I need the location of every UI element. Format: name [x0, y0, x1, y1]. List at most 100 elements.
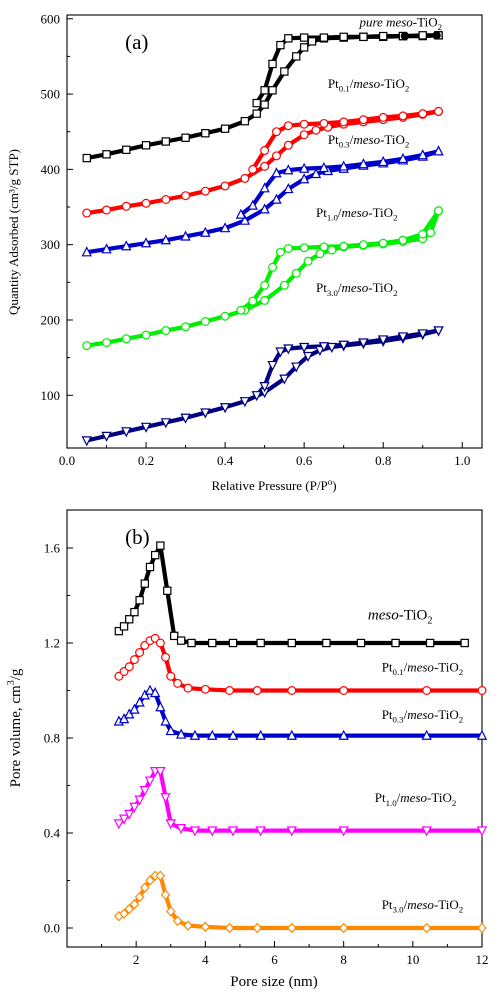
panel-label: (b) [125, 525, 150, 549]
data-point [378, 112, 388, 122]
data-point [311, 125, 321, 135]
data-point [200, 316, 210, 326]
x-tick-label: 0.8 [375, 453, 391, 468]
y-tick-label: 0.8 [44, 731, 60, 746]
data-point [200, 684, 210, 694]
data-point [476, 729, 488, 740]
data-point [224, 922, 235, 934]
data-point [286, 729, 297, 740]
y-tick-label: 1.2 [44, 636, 60, 651]
data-point [141, 141, 151, 150]
data-point [292, 52, 301, 61]
series-label: Pt0.1/meso-TiO2 [328, 76, 409, 94]
data-point [101, 431, 112, 442]
data-point [124, 903, 135, 915]
data-point [227, 729, 239, 740]
data-point [176, 636, 186, 645]
data-point [267, 360, 278, 372]
data-point [291, 268, 301, 278]
x-tick-label: 0.4 [217, 453, 234, 468]
y-tick-label: 1.6 [44, 541, 61, 556]
data-point [220, 181, 230, 191]
data-point [161, 137, 171, 146]
data-point [161, 194, 171, 204]
data-point [124, 708, 135, 719]
data-point [181, 322, 191, 332]
data-point [135, 647, 145, 657]
data-point [102, 205, 112, 215]
data-point [114, 626, 124, 636]
data-point [180, 413, 191, 424]
data-point [307, 37, 317, 46]
data-point [239, 397, 251, 408]
x-axis-label: Pore size (nm) [230, 974, 317, 990]
series-line-desorption [254, 328, 441, 398]
data-point [155, 870, 166, 882]
data-point [119, 622, 129, 631]
data-point [121, 427, 132, 438]
data-point [200, 186, 210, 196]
data-point [145, 875, 155, 886]
data-point [125, 615, 134, 624]
data-point-filled [432, 31, 441, 40]
data-point [220, 311, 230, 321]
series-label: Pt3.0/meso-TiO2 [382, 897, 463, 915]
data-point [260, 161, 270, 171]
data-point [397, 152, 409, 164]
data-point [310, 167, 322, 179]
data-point [378, 238, 388, 248]
data-point [378, 31, 388, 41]
data-point [356, 638, 366, 648]
data-point [271, 127, 281, 137]
data-point [183, 683, 193, 693]
series-label: Pt1.0/meso-TiO2 [375, 790, 456, 808]
data-point [130, 607, 139, 617]
data-point [398, 235, 408, 245]
data-point [141, 198, 151, 208]
data-point [119, 908, 129, 920]
data-point [240, 173, 250, 183]
data-point [160, 889, 171, 901]
data-point [268, 59, 277, 69]
data-point [318, 161, 330, 173]
series-2: Pt0.1/meso-TiO2 [82, 76, 444, 218]
series-label: meso-TiO2 [368, 607, 433, 626]
data-point [358, 115, 368, 125]
data-point [139, 689, 150, 700]
data-point [477, 922, 487, 934]
data-point [339, 685, 349, 695]
data-point [227, 826, 239, 837]
data-point [280, 67, 289, 76]
data-point [252, 98, 261, 108]
data-point [359, 32, 368, 42]
data-point [397, 332, 409, 343]
data-point [417, 149, 428, 160]
data-point [140, 579, 150, 588]
data-point [339, 117, 349, 127]
x-tick-label: 4 [202, 952, 209, 967]
y-tick-label: 300 [41, 237, 61, 252]
data-point [275, 247, 285, 257]
series-3: Pt0.3/meso-TiO2 [113, 684, 488, 740]
data-point [187, 638, 196, 648]
data-point [156, 541, 165, 550]
data-point [134, 891, 145, 903]
data-point [298, 342, 310, 354]
y-tick-label: 0.0 [44, 921, 60, 936]
data-point [134, 696, 145, 707]
x-tick-label: 12 [476, 952, 489, 967]
data-point [299, 33, 309, 42]
data-point [259, 382, 270, 393]
data-point [268, 86, 277, 95]
data-point [124, 662, 134, 672]
data-point [166, 671, 176, 681]
data-point [235, 208, 247, 219]
data-point [287, 685, 297, 695]
series-5: Pt3.0/meso-TiO2 [81, 280, 444, 447]
y-axis-label: Quantity Adsorbed (cm³/g STP) [6, 149, 21, 315]
data-point [160, 418, 171, 429]
data-point [271, 167, 282, 178]
y-tick-label: 0.4 [44, 826, 61, 841]
x-tick-label: 0.2 [138, 453, 154, 468]
data-point [163, 586, 172, 595]
